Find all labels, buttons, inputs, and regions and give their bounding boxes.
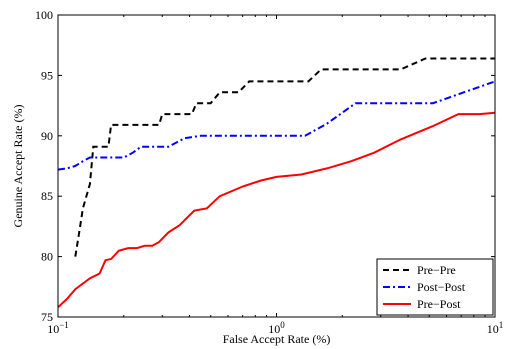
axis-layer: 75 80 85 90 95 100 10−1 100 101 bbox=[35, 8, 503, 336]
x-tick-label-0: 10−1 bbox=[47, 320, 69, 336]
y-axis-label: Genuine Accept Rate (%) bbox=[11, 105, 25, 228]
x-tick-label-1: 100 bbox=[268, 320, 285, 336]
series-line-0 bbox=[74, 57, 495, 257]
x-tick-label-2: 101 bbox=[487, 320, 504, 336]
legend-label-0: Pre−Pre bbox=[417, 263, 456, 277]
legend-box bbox=[376, 258, 494, 316]
y-tick-label-3: 90 bbox=[41, 129, 53, 143]
x-axis-label: False Accept Rate (%) bbox=[223, 332, 331, 346]
legend-label-2: Pre−Post bbox=[417, 297, 461, 311]
series-layer bbox=[57, 57, 496, 309]
y-tick-label-5: 100 bbox=[35, 8, 53, 22]
y-tick-label-4: 95 bbox=[41, 68, 53, 82]
y-tick-label-1: 80 bbox=[41, 250, 53, 264]
y-tick-label-0: 75 bbox=[41, 310, 53, 324]
legend-label-1: Post−Post bbox=[417, 280, 466, 294]
series-line-2 bbox=[57, 111, 496, 309]
y-tick-label-2: 85 bbox=[41, 189, 53, 203]
legend: Pre−Pre Post−Post Pre−Post bbox=[376, 258, 494, 316]
